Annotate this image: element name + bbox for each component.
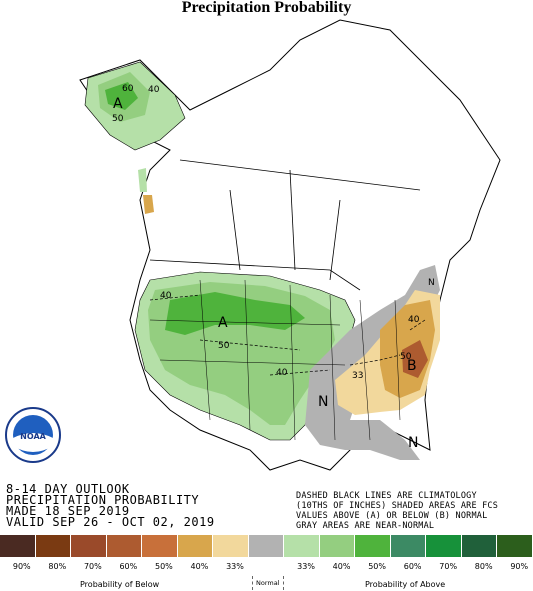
map-label-ne-N: N	[428, 278, 435, 288]
note-line-4: GRAY AREAS ARE NEAR-NORMAL	[296, 521, 435, 531]
legend-percent-label: 90%	[12, 562, 31, 571]
legend-percent-label: 40%	[332, 562, 351, 571]
map-label-west-50: 50	[218, 341, 230, 351]
note-line-3: VALUES ABOVE (A) OR BELOW (B) NORMAL	[296, 511, 488, 521]
legend-percent-label: 33%	[226, 562, 244, 571]
legend-percent-label: 50%	[155, 562, 173, 571]
map-label-west-40: 40	[160, 291, 172, 301]
legend-swatch-9	[319, 535, 356, 557]
legend-swatch-5	[177, 535, 214, 557]
outlook-line-3: MADE 18 SEP 2019	[6, 504, 130, 518]
state-borders	[149, 279, 401, 441]
legend-swatch-0	[0, 535, 36, 557]
legend-percent-label: 33%	[297, 562, 315, 571]
note-line-1: DASHED BLACK LINES ARE CLIMATOLOGY	[296, 491, 477, 501]
legend-swatch-10	[355, 535, 391, 557]
map-title: Precipitation Probability	[181, 0, 352, 16]
map-label-east-40: 40	[408, 315, 420, 325]
map-label-east-33: 33	[352, 371, 363, 381]
legend-swatch-7	[248, 535, 285, 557]
map-label-alaska-40: 40	[148, 85, 160, 95]
outlook-line-2: PRECIPITATION PROBABILITY	[6, 493, 200, 507]
outlook-line-1: 8-14 DAY OUTLOOK	[6, 482, 130, 496]
legend-caption-above: Probability of Above	[365, 580, 446, 589]
precipitation-map: A 40 50 60 A 40 50 40 B 33 40 50 N N N	[79, 19, 501, 471]
legend-caption-normal: Normal	[256, 579, 280, 587]
legend-caption-below: Probability of Below	[80, 580, 160, 589]
legend-percent-label: 60%	[119, 562, 138, 571]
map-label-florida-N: N	[408, 435, 418, 451]
legend-percent-label: 70%	[439, 562, 458, 571]
pnw-above	[138, 168, 147, 192]
legend-percent-label: 70%	[83, 562, 102, 571]
noaa-logo: NOAA	[5, 407, 61, 463]
legend-swatch-6	[213, 535, 249, 557]
outlook-line-4: VALID SEP 26 - OCT 02, 2019	[6, 515, 215, 529]
west-above-60	[165, 292, 305, 335]
legend-percent-label: 50%	[368, 562, 386, 571]
map-note: DASHED BLACK LINES ARE CLIMATOLOGY (10TH…	[296, 491, 498, 531]
legend-swatch-1	[35, 535, 72, 557]
map-label-alaska-A: A	[113, 96, 123, 112]
legend-percent-label: 90%	[510, 562, 529, 571]
legend-swatch-2	[71, 535, 107, 557]
map-label-southeast-N: N	[318, 394, 328, 410]
map-label-east-50: 50	[400, 352, 412, 362]
map-label-alaska-50: 50	[112, 114, 124, 124]
note-line-2: (10THS OF INCHES) SHADED AREAS ARE FCS	[296, 501, 499, 511]
legend-swatch-14	[497, 535, 533, 557]
legend-percent-label: 80%	[474, 562, 493, 571]
probability-legend	[0, 535, 533, 559]
alaska-above-60	[105, 82, 138, 110]
legend-percent-label: 80%	[48, 562, 67, 571]
legend-percent-label: 60%	[403, 562, 422, 571]
pnw-below	[143, 195, 154, 214]
legend-swatch-11	[390, 535, 427, 557]
map-label-plains-40: 40	[276, 368, 288, 378]
east-below-60	[402, 340, 428, 378]
map-label-alaska-60: 60	[122, 84, 134, 94]
map-label-west-A: A	[218, 315, 228, 331]
legend-swatch-4	[142, 535, 178, 557]
legend-swatch-13	[461, 535, 498, 557]
legend-percent-label: 40%	[190, 562, 209, 571]
legend-swatch-8	[284, 535, 320, 557]
outlook-info: 8-14 DAY OUTLOOK PRECIPITATION PROBABILI…	[6, 482, 215, 529]
canada-borders	[149, 159, 421, 291]
climatology-lines	[149, 294, 426, 376]
legend-normal-box	[252, 576, 284, 590]
legend-swatch-12	[426, 535, 462, 557]
noaa-logo-text: NOAA	[20, 432, 46, 441]
legend-swatch-3	[106, 535, 143, 557]
map-label-east-B: B	[407, 358, 417, 374]
